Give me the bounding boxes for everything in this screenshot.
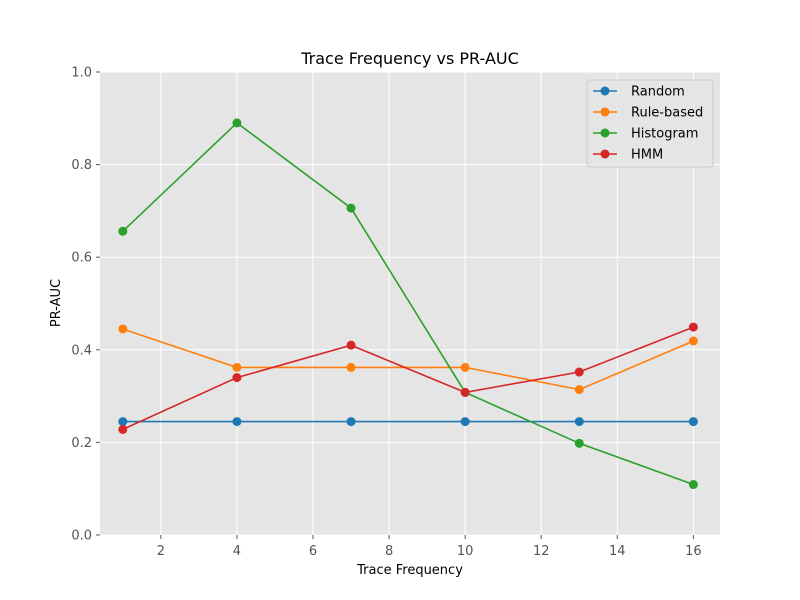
data-point-hmm <box>232 373 242 383</box>
data-point-rule-based <box>232 362 242 372</box>
legend-swatch-marker <box>600 107 610 117</box>
data-point-random <box>232 417 242 427</box>
data-point-hmm <box>460 387 470 397</box>
y-tick-label: 0.0 <box>71 529 92 544</box>
y-tick-label: 0.4 <box>71 343 92 358</box>
data-point-histogram <box>118 226 128 236</box>
series-hmm <box>118 322 698 434</box>
data-point-random <box>574 417 584 427</box>
series-group <box>118 118 698 490</box>
data-point-histogram <box>232 118 242 128</box>
data-point-random <box>346 417 356 427</box>
data-point-hmm <box>688 322 698 332</box>
x-axis-ticks: 2 4 6 8 10 12 14 16 <box>157 535 702 559</box>
chart-title: Trace Frequency vs PR-AUC <box>300 49 519 68</box>
series-line-rule-based <box>122 328 694 391</box>
x-tick-label: 4 <box>233 544 241 559</box>
data-point-rule-based <box>574 385 584 395</box>
legend-item-histogram: Histogram <box>593 127 698 142</box>
data-point-rule-based <box>460 362 470 372</box>
legend-item-rule-based: Rule-based <box>593 106 703 121</box>
data-point-hmm <box>118 424 128 434</box>
series-random <box>118 417 698 427</box>
series-line-histogram <box>122 121 694 486</box>
data-point-random <box>460 417 470 427</box>
data-point-rule-based <box>118 324 128 334</box>
data-point-rule-based <box>346 362 356 372</box>
legend-swatch-marker <box>600 149 610 159</box>
x-tick-label: 10 <box>457 544 474 559</box>
x-tick-label: 2 <box>157 544 165 559</box>
legend-label: Random <box>631 85 685 100</box>
legend-label: Histogram <box>631 127 698 142</box>
y-axis-label: PR-AUC <box>49 279 64 327</box>
data-point-random <box>118 417 128 427</box>
x-tick-label: 14 <box>609 544 626 559</box>
legend-swatch-marker <box>600 128 610 138</box>
x-tick-label: 16 <box>685 544 702 559</box>
x-tick-label: 12 <box>533 544 550 559</box>
series-rule-based <box>118 324 698 395</box>
legend-swatch-marker <box>600 86 610 96</box>
data-point-rule-based <box>688 336 698 346</box>
data-point-histogram <box>688 480 698 490</box>
y-tick-label: 0.6 <box>71 251 92 266</box>
y-tick-label: 0.2 <box>71 436 92 451</box>
y-axis-ticks: 0.0 0.2 0.4 0.6 0.8 1.0 <box>71 66 100 544</box>
x-tick-label: 6 <box>309 544 317 559</box>
series-line-hmm <box>122 326 694 431</box>
data-point-hmm <box>574 367 584 377</box>
x-tick-label: 8 <box>385 544 393 559</box>
legend: Random Rule-based Histogram HMM <box>586 79 714 168</box>
legend-box <box>586 79 714 168</box>
data-point-histogram <box>346 203 356 213</box>
legend-item-hmm: HMM <box>593 148 663 163</box>
legend-item-random: Random <box>593 85 685 100</box>
legend-label: Rule-based <box>631 106 703 121</box>
data-point-histogram <box>574 438 584 448</box>
x-axis-label: Trace Frequency <box>356 563 463 578</box>
y-tick-label: 0.8 <box>71 158 92 173</box>
data-point-random <box>688 417 698 427</box>
data-point-hmm <box>346 340 356 350</box>
legend-label: HMM <box>631 148 663 163</box>
y-tick-label: 1.0 <box>71 66 92 81</box>
